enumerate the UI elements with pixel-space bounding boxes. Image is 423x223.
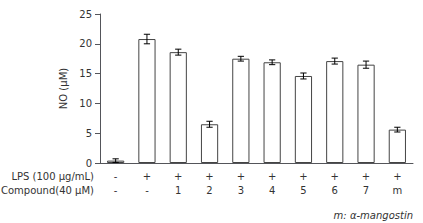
svg-text:-: -: [145, 185, 149, 196]
svg-text:-: -: [114, 185, 118, 196]
svg-text:5: 5: [300, 185, 306, 196]
svg-text:+: +: [362, 171, 370, 182]
svg-text:20: 20: [79, 38, 92, 49]
svg-text:+: +: [237, 171, 245, 182]
svg-text:+: +: [143, 171, 151, 182]
svg-text:LPS (100 μg/mL): LPS (100 μg/mL): [11, 171, 94, 182]
svg-text:Compound(40 μM): Compound(40 μM): [1, 185, 94, 196]
svg-text:2: 2: [206, 185, 212, 196]
svg-text:-: -: [114, 171, 118, 182]
svg-text:+: +: [299, 171, 307, 182]
svg-text:15: 15: [79, 68, 92, 79]
svg-text:m: α-mangostin: m: α-mangostin: [334, 210, 413, 221]
svg-text:3: 3: [238, 185, 244, 196]
svg-text:0: 0: [86, 158, 92, 169]
svg-text:25: 25: [79, 9, 92, 20]
svg-text:1: 1: [175, 185, 181, 196]
svg-text:m: m: [392, 185, 402, 196]
svg-text:NO (μM): NO (μM): [58, 68, 69, 109]
svg-text:+: +: [393, 171, 401, 182]
svg-text:4: 4: [269, 185, 275, 196]
svg-text:10: 10: [79, 98, 92, 109]
svg-text:5: 5: [86, 128, 92, 139]
svg-text:6: 6: [332, 185, 338, 196]
svg-text:+: +: [174, 171, 182, 182]
svg-text:7: 7: [363, 185, 369, 196]
svg-text:+: +: [268, 171, 276, 182]
svg-text:+: +: [205, 171, 213, 182]
svg-text:+: +: [331, 171, 339, 182]
